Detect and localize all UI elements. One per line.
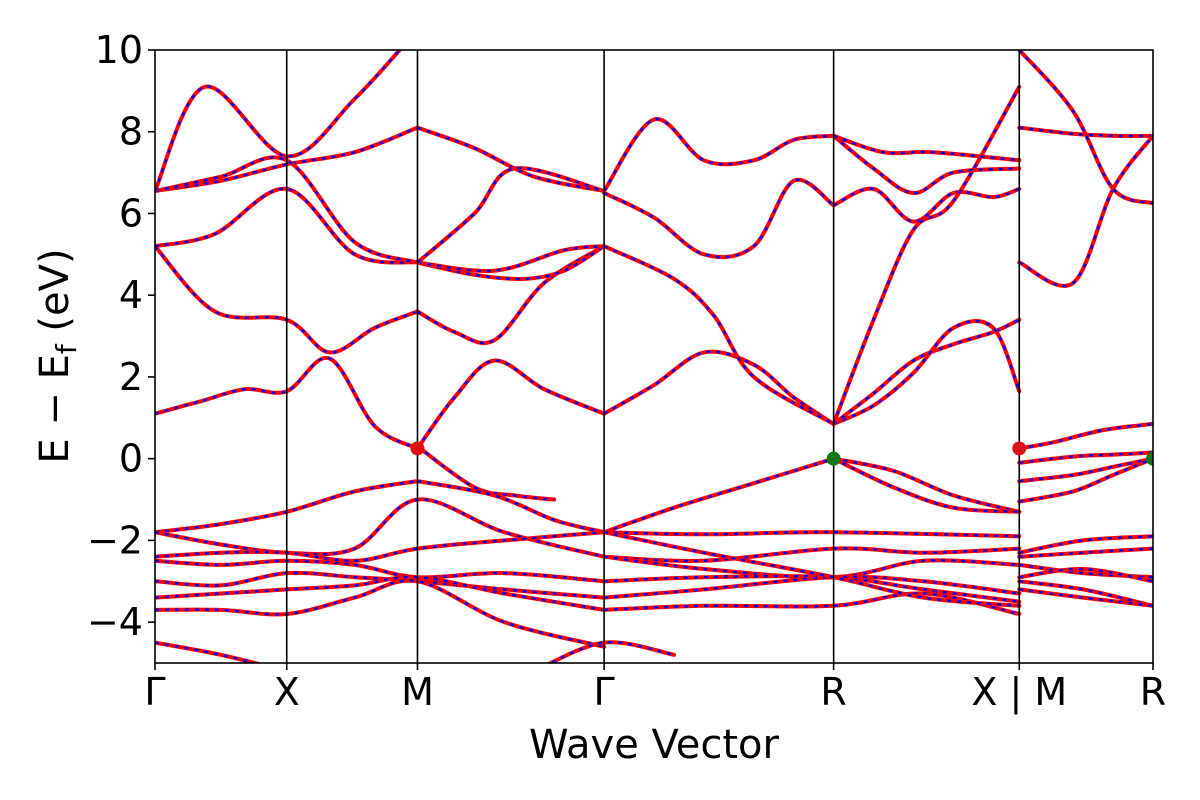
- y-axis-label-main: E − E: [32, 354, 78, 464]
- y-tick-label-6: −2: [87, 518, 143, 562]
- band-line-overlay-6: [155, 245, 418, 354]
- band-line-55: [1017, 587, 1153, 608]
- band-line-34: [1017, 450, 1153, 465]
- x-tick-label-4: R: [820, 670, 846, 714]
- y-tick-label-7: −4: [87, 600, 143, 644]
- band-line-12: [602, 177, 836, 260]
- band-edge-marker-1: [826, 451, 841, 466]
- x-tick-label-6: R: [1140, 670, 1166, 714]
- band-line-overlay-17: [155, 50, 402, 192]
- y-tick-label-2: 6: [119, 191, 143, 235]
- band-line-overlay-22: [833, 134, 1020, 162]
- plot-frame: [154, 49, 1154, 664]
- band-line-overlay-24: [1018, 135, 1153, 287]
- band-line-overlay-36: [155, 531, 605, 563]
- y-tick-label-5: 0: [119, 437, 143, 481]
- y-tick-label-1: 8: [119, 110, 143, 154]
- band-line-41: [155, 640, 263, 663]
- band-line-overlay-10: [417, 245, 605, 273]
- band-line-overlay-9: [417, 245, 605, 281]
- band-line-29: [602, 456, 836, 535]
- band-line-overlay-20: [603, 118, 834, 192]
- y-axis-label-subscript: f: [50, 343, 83, 354]
- y-axis-label-unit: (eV): [32, 248, 78, 344]
- x-tick-label-3: Γ: [594, 670, 615, 714]
- band-line-54: [1017, 579, 1153, 608]
- band-line-overlay-0: [155, 356, 419, 450]
- band-line-overlay-7: [416, 245, 605, 345]
- band-line-overlay-49: [603, 531, 1020, 607]
- band-line-overlay-38: [155, 571, 605, 599]
- band-line-32: [1017, 456, 1153, 484]
- band-line-50: [1017, 534, 1153, 555]
- band-line-31: [831, 456, 1022, 514]
- y-tick-label-4: 2: [119, 355, 143, 399]
- band-line-23: [1017, 125, 1153, 138]
- band-line-overlay-43: [604, 530, 1020, 538]
- band-line-overlay-1: [416, 359, 605, 450]
- x-axis-label: Wave Vector: [529, 722, 780, 768]
- band-line-40: [155, 578, 607, 649]
- high-symmetry-lines: [285, 50, 1021, 663]
- band-line-overlay-39: [155, 575, 605, 612]
- band-line-overlay-19: [416, 166, 605, 264]
- band-edge-marker-0: [410, 441, 425, 456]
- band-line-overlay-28: [417, 479, 605, 534]
- band-line-overlay-13: [833, 187, 1020, 223]
- y-tick-label-0: 10: [95, 28, 143, 72]
- band-line-overlay-11: [603, 245, 835, 425]
- band-edge-marker-3: [1146, 451, 1153, 466]
- x-tick-label-5: X | M: [971, 670, 1067, 715]
- band-line-overlay-33: [1019, 457, 1153, 503]
- band-line-21: [831, 133, 1022, 195]
- band-line-overlay-47: [604, 575, 1020, 599]
- x-tick-label-0: Γ: [144, 670, 165, 714]
- band-line-30: [831, 456, 1022, 514]
- band-line-53: [1017, 566, 1153, 584]
- band-line-overlay-44: [604, 547, 1020, 563]
- band-edge-markers: [410, 441, 1153, 466]
- band-line-overlay-2: [603, 350, 835, 425]
- y-axis-label: E − Ef (eV): [32, 248, 83, 463]
- x-tick-label-1: X: [274, 670, 300, 714]
- band-line-overlay-37: [155, 559, 605, 583]
- band-line-overlay-8: [155, 187, 418, 264]
- band-line-overlay-4: [833, 319, 1021, 425]
- band-line-overlay-26: [416, 445, 555, 501]
- band-line-35: [155, 497, 607, 559]
- band-line-overlay-25: [1018, 50, 1153, 205]
- x-axis-ticks: Γ X M Γ R X | M R: [144, 663, 1166, 715]
- band-line-18: [415, 125, 607, 193]
- y-axis-ticks: 10 8 6 4 2 0 −2 −4: [87, 28, 155, 644]
- y-tick-label-3: 4: [119, 273, 143, 317]
- x-tick-label-2: M: [401, 670, 434, 714]
- band-line-overlay-42: [548, 641, 675, 663]
- band-line-overlay-45: [603, 555, 1020, 579]
- plot-background: [155, 50, 1153, 663]
- band-line-overlay-5: [1019, 422, 1153, 450]
- band-edge-marker-2: [1012, 441, 1027, 456]
- band-line-overlay-51: [1019, 547, 1153, 558]
